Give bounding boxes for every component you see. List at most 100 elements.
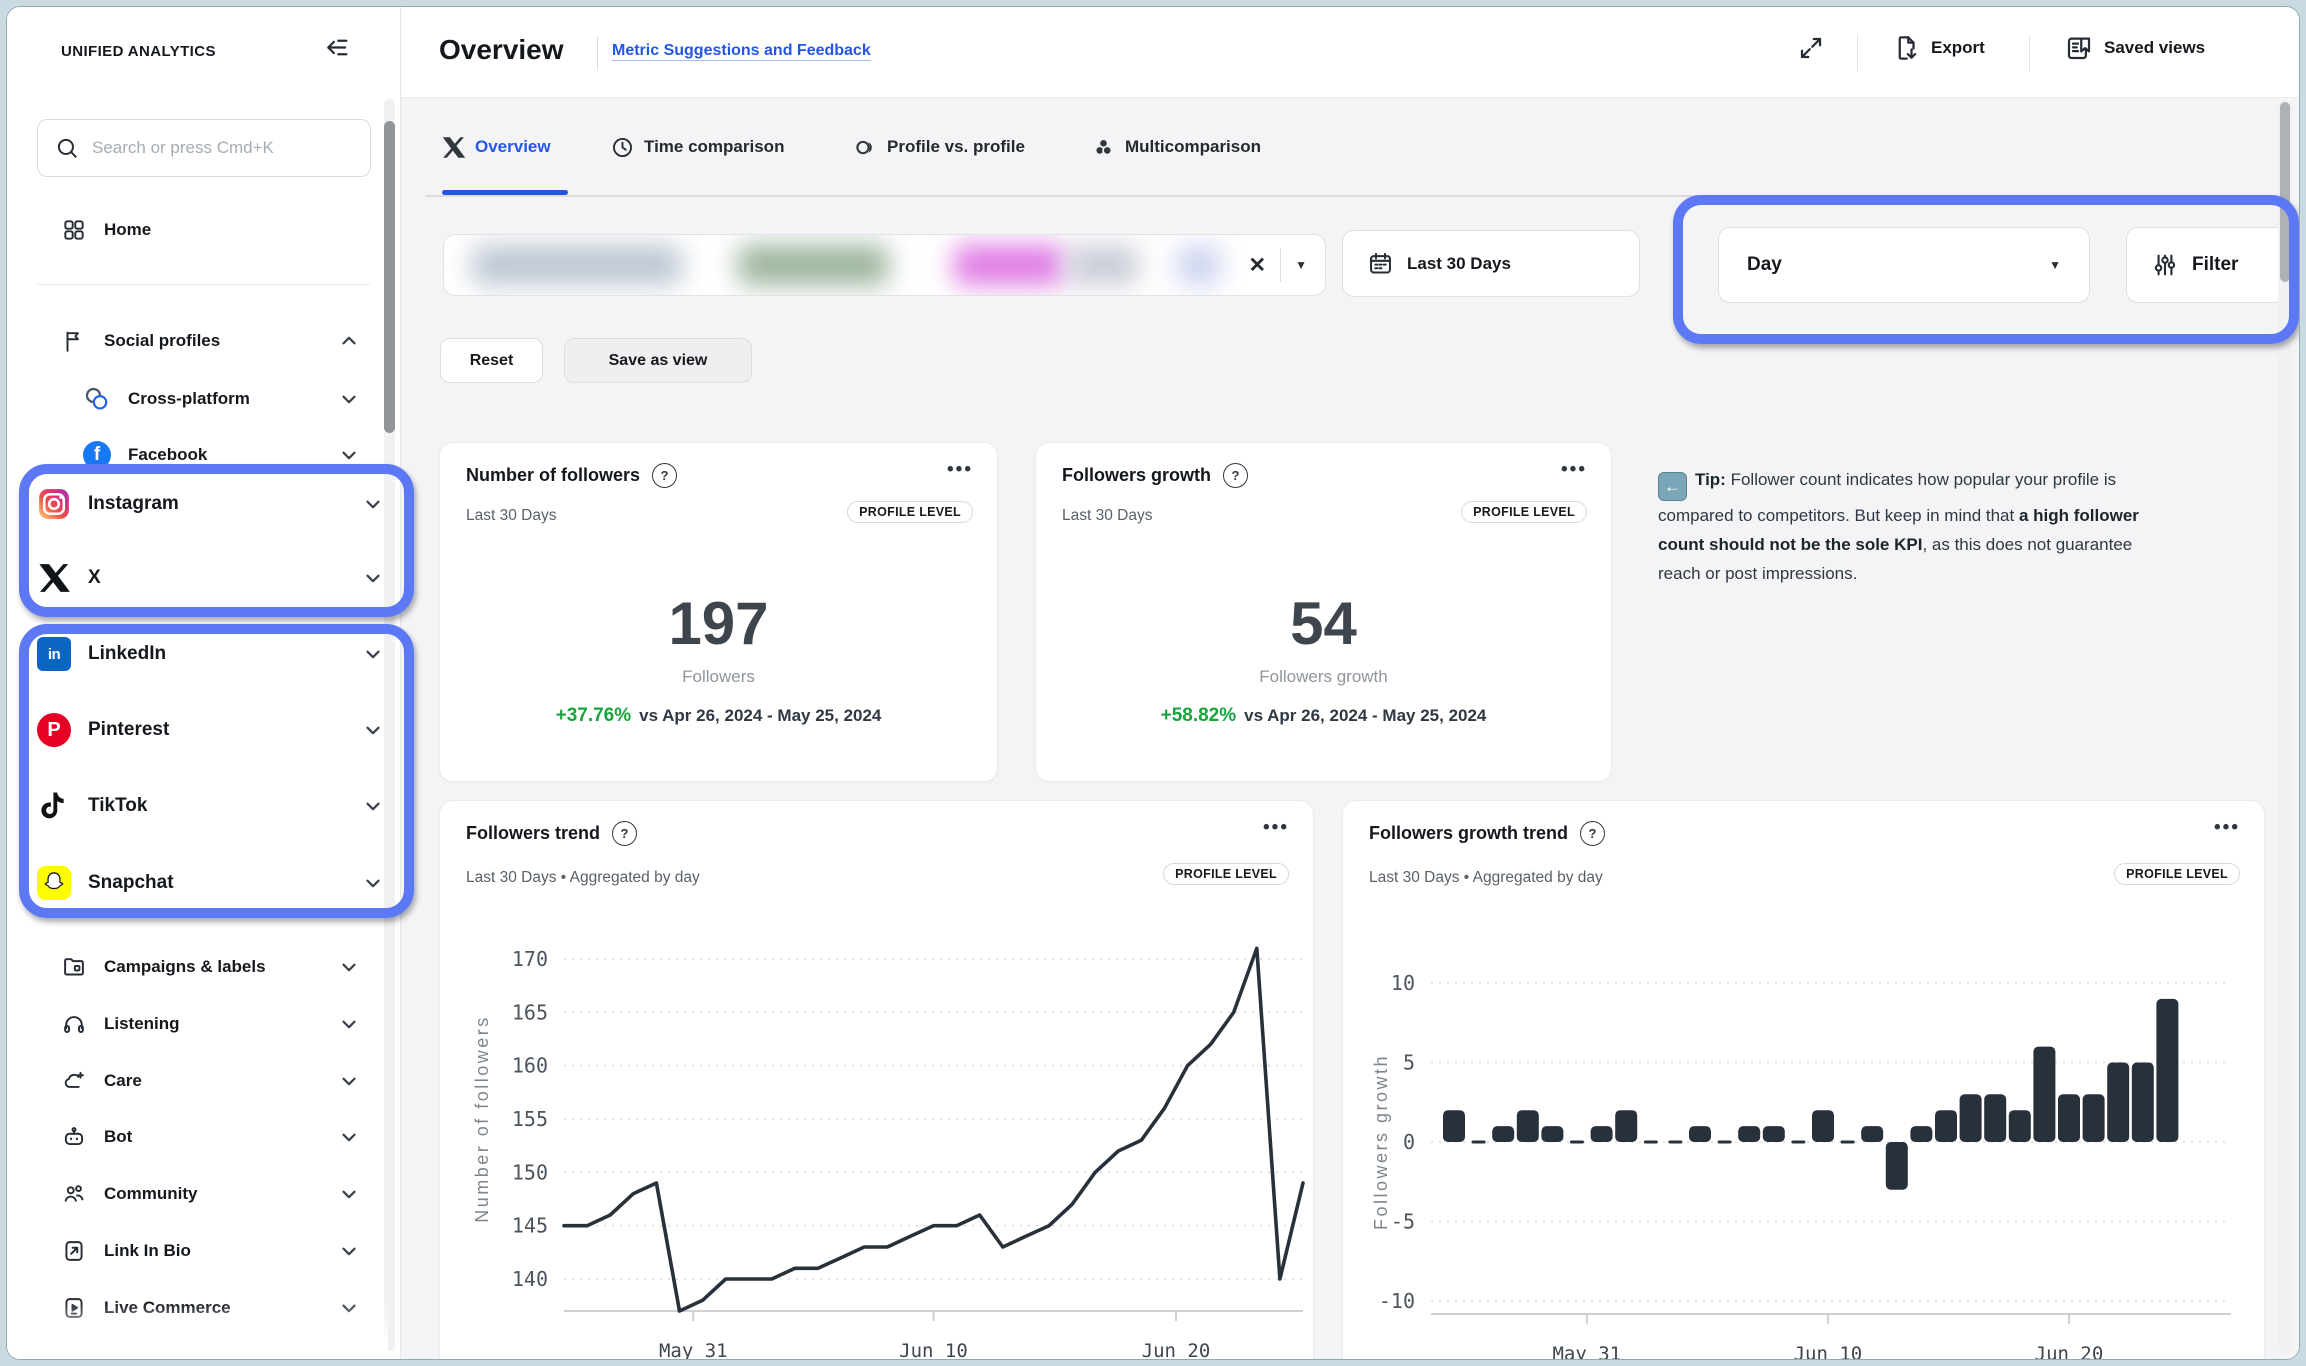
tab-multicomparison[interactable]: Multicomparison [1091,126,1261,168]
sidebar-item-snapchat[interactable]: Snapchat [37,857,384,909]
clear-selection-icon[interactable]: ✕ [1249,253,1267,278]
card-period: Last 30 Days [1062,507,1152,525]
reset-button[interactable]: Reset [440,338,543,383]
bot-icon [61,1124,87,1150]
sidebar-scrollbar[interactable] [384,99,395,1351]
svg-text:May 31: May 31 [1552,1343,1621,1360]
svg-text:170: 170 [512,947,548,971]
sidebar-section-social-profiles[interactable]: Social profiles [61,318,360,364]
chevron-down-icon[interactable] [338,444,360,466]
tab-profile-vs-profile[interactable]: Profile vs. profile [853,126,1025,168]
svg-text:0: 0 [1403,1130,1415,1154]
chevron-up-icon[interactable] [338,330,360,352]
chevron-down-icon[interactable] [338,956,360,978]
chevron-down-icon[interactable] [362,643,384,665]
community-icon [61,1181,87,1207]
sidebar-item-live-commerce[interactable]: Live Commerce [61,1285,360,1331]
saved-views-button[interactable]: Saved views [2064,33,2205,63]
sidebar-item-label: TikTok [88,795,147,817]
chevron-down-icon[interactable] [338,1126,360,1148]
chart-card-followers-growth-trend: Followers growth trend? ••• Last 30 Days… [1342,800,2265,1360]
sidebar-item-tiktok[interactable]: TikTok [37,780,384,832]
cross-platform-icon [83,385,111,413]
tab-overview[interactable]: Overview [441,126,551,168]
snapchat-icon [37,866,71,900]
granularity-dropdown[interactable]: Day ▼ [1718,227,2090,303]
search-input[interactable] [92,138,354,158]
profile-selector[interactable]: ✕ ▼ [443,234,1326,296]
sidebar-item-cross-platform[interactable]: Cross-platform [83,376,360,422]
chevron-down-icon[interactable] [338,1297,360,1319]
growth-unit: Followers growth [1036,667,1611,687]
profile-vs-profile-icon [853,135,878,160]
pinterest-icon: P [37,713,71,747]
search-box[interactable] [37,119,371,177]
tab-time-comparison[interactable]: Time comparison [610,126,784,168]
chevron-down-icon[interactable] [338,1240,360,1262]
sidebar-item-linkedin[interactable]: in LinkedIn [37,628,384,680]
export-button[interactable]: Export [1891,33,1985,63]
care-icon [61,1068,87,1094]
left-arrow-icon: ← [1658,472,1687,501]
chevron-down-icon[interactable]: ▼ [1295,258,1307,272]
content-scrollbar[interactable] [2278,102,2292,1353]
expand-button[interactable] [1796,33,1826,63]
help-icon[interactable]: ? [652,463,677,488]
sidebar-item-bot[interactable]: Bot [61,1114,360,1160]
sidebar-item-instagram[interactable]: Instagram [37,478,384,530]
home-icon [61,217,87,243]
chevron-down-icon[interactable] [338,388,360,410]
card-title: Followers growth [1062,465,1211,486]
search-icon [54,135,80,161]
date-range-label: Last 30 Days [1407,254,1511,274]
sidebar-item-x[interactable]: X [37,552,384,604]
chevron-down-icon[interactable] [362,567,384,589]
delta-percent: +58.82% [1161,705,1237,726]
sidebar-item-link-in-bio[interactable]: Link In Bio [61,1228,360,1274]
tab-label: Time comparison [644,137,784,157]
chevron-down-icon[interactable] [362,872,384,894]
sidebar-scrollbar-thumb[interactable] [384,121,395,433]
chevron-down-icon[interactable] [338,1183,360,1205]
svg-text:Number of followers: Number of followers [472,1015,492,1223]
chevron-down-icon[interactable] [362,795,384,817]
sidebar-item-facebook[interactable]: f Facebook [83,432,360,478]
help-icon[interactable]: ? [1223,463,1248,488]
instagram-icon [37,487,71,521]
sidebar-item-label: Home [104,220,151,240]
folder-icon [61,954,87,980]
svg-text:Jun 10: Jun 10 [899,1340,968,1360]
collapse-sidebar-icon[interactable] [322,35,352,65]
filter-button[interactable]: Filter [2126,227,2297,303]
brand-title: UNIFIED ANALYTICS [61,43,216,60]
sidebar-item-community[interactable]: Community [61,1171,360,1217]
chevron-down-icon[interactable] [338,1070,360,1092]
card-menu-icon[interactable]: ••• [947,459,973,481]
card-menu-icon[interactable]: ••• [1561,459,1587,481]
live-commerce-icon [61,1295,87,1321]
delta-compare: vs Apr 26, 2024 - May 25, 2024 [1244,706,1486,725]
active-tab-underline [442,190,568,195]
sidebar-item-label: Snapchat [88,872,174,894]
sidebar-item-campaigns-labels[interactable]: Campaigns & labels [61,944,360,990]
chevron-down-icon[interactable] [362,493,384,515]
svg-text:Followers growth: Followers growth [1371,1054,1391,1230]
sidebar-item-pinterest[interactable]: P Pinterest [37,704,384,756]
sidebar-item-care[interactable]: Care [61,1058,360,1104]
save-as-view-button[interactable]: Save as view [564,338,752,383]
delta-compare: vs Apr 26, 2024 - May 25, 2024 [639,706,881,725]
multicomparison-icon [1091,135,1116,160]
kpi-card-number-of-followers: Number of followers? ••• Last 30 Days PR… [439,442,998,782]
sidebar-item-home[interactable]: Home [61,207,360,253]
chevron-down-icon[interactable] [362,719,384,741]
sidebar-item-label: Link In Bio [104,1241,191,1261]
metric-suggestions-link[interactable]: Metric Suggestions and Feedback [612,42,871,60]
main-area: Overview Metric Suggestions and Feedback… [401,7,2299,1359]
selected-profile-chip-blurred [1068,245,1138,285]
content-scrollbar-thumb[interactable] [2280,102,2290,282]
app-window: UNIFIED ANALYTICS Home Social profiles C… [6,6,2300,1360]
svg-text:10: 10 [1391,971,1415,995]
date-range-button[interactable]: Last 30 Days [1342,230,1640,297]
sidebar-item-listening[interactable]: Listening [61,1001,360,1047]
chevron-down-icon[interactable] [338,1013,360,1035]
